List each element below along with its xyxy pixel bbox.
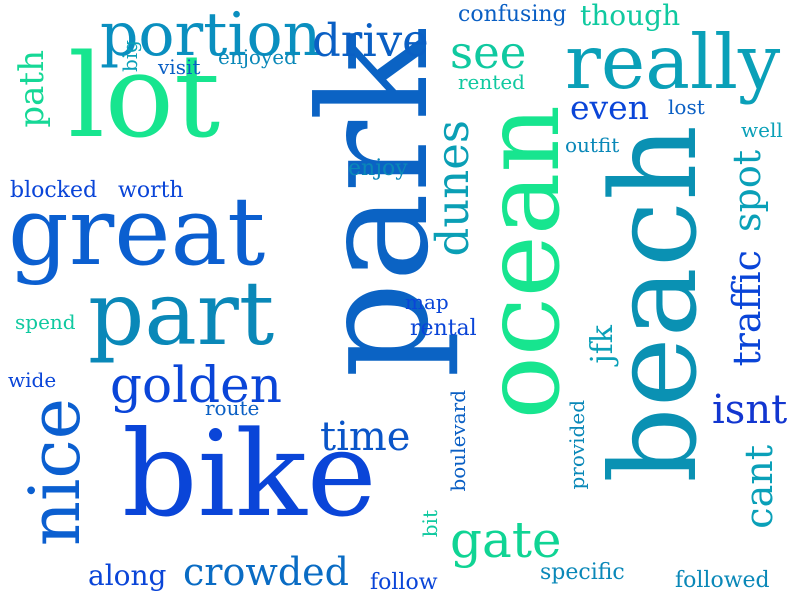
word-rental: rental: [410, 316, 477, 341]
word-beach: beach: [585, 125, 723, 483]
word-boulevard: boulevard: [446, 390, 470, 492]
word-nice: nice: [14, 398, 96, 547]
word-though: though: [580, 0, 681, 32]
word-golden: golden: [110, 356, 282, 414]
word-visit: visit: [158, 55, 201, 79]
word-time: time: [320, 414, 411, 460]
word-wide: wide: [8, 368, 57, 392]
word-drive: drive: [312, 14, 429, 67]
word-worth: worth: [118, 178, 184, 203]
word-enjoyed: enjoyed: [218, 45, 297, 69]
word-crowded: crowded: [183, 550, 349, 594]
word-spend: spend: [15, 310, 76, 334]
word-provided: provided: [565, 400, 589, 490]
word-jfk: jfk: [585, 325, 620, 364]
word-specific: specific: [540, 560, 625, 585]
word-big: big: [118, 40, 142, 73]
word-enjoy: enjoy: [348, 156, 408, 181]
word-lost: lost: [668, 95, 705, 119]
word-really: really: [565, 18, 781, 106]
word-lot: lot: [68, 30, 221, 164]
word-portion: portion: [100, 0, 322, 70]
word-follow: follow: [370, 570, 438, 595]
word-bit: bit: [418, 510, 442, 538]
word-part: part: [88, 262, 275, 365]
word-confusing: confusing: [458, 2, 567, 27]
word-path: path: [12, 50, 52, 128]
word-spot: spot: [725, 150, 769, 232]
word-great: great: [8, 177, 266, 287]
word-rented: rented: [458, 70, 525, 94]
word-map: map: [405, 290, 449, 314]
word-bike: bike: [122, 405, 377, 543]
word-outfit: outfit: [565, 133, 620, 157]
word-see: see: [450, 26, 527, 79]
word-blocked: blocked: [10, 178, 98, 203]
word-traffic: traffic: [725, 250, 769, 367]
word-isnt: isnt: [712, 387, 788, 433]
word-along: along: [88, 559, 167, 592]
word-cant: cant: [737, 445, 781, 529]
word-even: even: [570, 88, 649, 127]
word-gate: gate: [450, 511, 562, 569]
word-dunes: dunes: [426, 120, 479, 257]
word-route: route: [205, 396, 260, 420]
word-followed: followed: [675, 568, 770, 593]
word-ocean: ocean: [461, 105, 583, 420]
word-well: well: [741, 118, 783, 142]
